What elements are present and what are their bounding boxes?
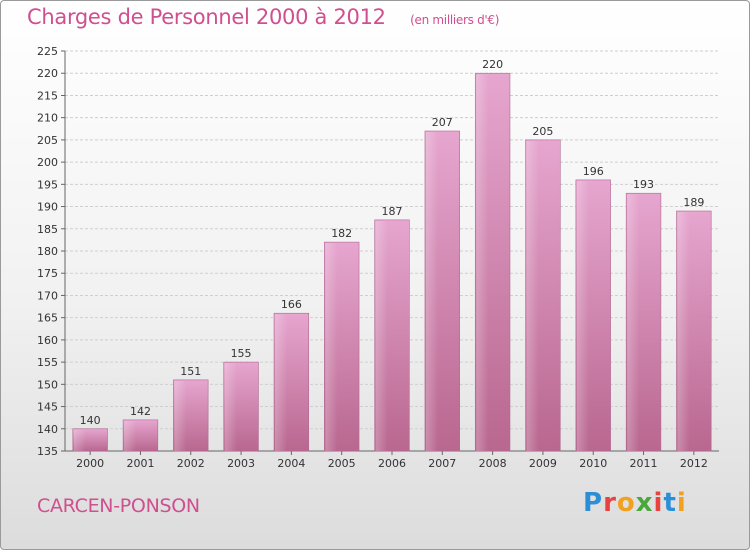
- y-tick-label: 200: [37, 156, 58, 169]
- y-tick-label: 175: [37, 267, 58, 280]
- logo-letter: t: [663, 488, 677, 518]
- bar-value-label: 155: [231, 347, 252, 360]
- bars: [72, 72, 712, 452]
- y-tick-label: 195: [37, 178, 58, 191]
- bar-value-label: 142: [130, 405, 151, 418]
- proxiti-logo: Proxiti: [583, 488, 687, 518]
- x-tick-label: 2001: [126, 457, 154, 470]
- y-tick-label: 150: [37, 378, 58, 391]
- x-tick-label: 2007: [428, 457, 456, 470]
- logo-letter: r: [603, 488, 617, 518]
- bar-highlight: [526, 140, 539, 451]
- x-tick-label: 2009: [529, 457, 557, 470]
- bar-value-label: 189: [683, 196, 704, 209]
- bar-value-label: 207: [432, 116, 453, 129]
- x-tick-label: 2010: [579, 457, 607, 470]
- logo-letter: P: [583, 488, 604, 518]
- y-tick-label: 205: [37, 134, 58, 147]
- bar-value-label: 151: [180, 365, 201, 378]
- bar-highlight: [677, 212, 690, 451]
- x-tick-label: 2008: [479, 457, 507, 470]
- bar-highlight: [224, 363, 237, 451]
- x-tick-label: 2003: [227, 457, 255, 470]
- commune-name: CARCEN-PONSON: [37, 495, 200, 517]
- bar-highlight: [576, 180, 590, 451]
- bar-value-label: 220: [482, 58, 503, 71]
- logo-letter: i: [653, 488, 664, 518]
- y-tick-label: 160: [37, 334, 58, 347]
- logo-letter: o: [616, 488, 636, 518]
- bar-value-label: 140: [80, 414, 101, 427]
- y-tick-label: 185: [37, 223, 58, 236]
- bar-highlight: [476, 74, 489, 451]
- bar-value-label: 196: [583, 165, 604, 178]
- x-tick-label: 2006: [378, 457, 406, 470]
- y-tick-label: 155: [37, 356, 58, 369]
- y-tick-label: 180: [37, 245, 58, 258]
- bar-highlight: [275, 314, 288, 451]
- chart-title: Charges de Personnel 2000 à 2012 (en mil…: [27, 5, 499, 29]
- x-tick-label: 2005: [328, 457, 356, 470]
- y-tick-label: 135: [37, 445, 58, 458]
- x-tick-label: 2004: [277, 457, 305, 470]
- bar-highlight: [174, 380, 187, 451]
- bar-value-label: 193: [633, 178, 654, 191]
- chart-title-text: Charges de Personnel 2000 à 2012: [27, 5, 386, 29]
- bar-highlight: [325, 243, 338, 451]
- bar-highlight: [124, 420, 137, 451]
- bar-highlight: [425, 132, 439, 451]
- bar-highlight: [627, 194, 640, 451]
- y-tick-label: 170: [37, 289, 58, 302]
- logo-letter: x: [635, 488, 654, 518]
- y-tick-label: 215: [37, 89, 58, 102]
- x-tick-label: 2000: [76, 457, 104, 470]
- x-tick-label: 2011: [630, 457, 658, 470]
- y-tick-label: 190: [37, 201, 58, 214]
- bar-value-label: 187: [382, 205, 403, 218]
- x-tick-label: 2002: [177, 457, 205, 470]
- bar-value-label: 182: [331, 227, 352, 240]
- y-tick-label: 140: [37, 423, 58, 436]
- bar-highlight: [73, 429, 86, 451]
- y-tick-label: 165: [37, 312, 58, 325]
- bar-value-label: 205: [532, 125, 553, 138]
- x-tick-label: 2012: [680, 457, 708, 470]
- bar-value-label: 166: [281, 298, 302, 311]
- chart-unit-label: (en milliers d'€): [410, 13, 500, 27]
- y-tick-label: 220: [37, 67, 58, 80]
- logo-letter: i: [676, 488, 687, 518]
- y-tick-label: 225: [37, 45, 58, 58]
- y-tick-label: 210: [37, 112, 58, 125]
- y-tick-label: 145: [37, 401, 58, 414]
- labels: 135 140 145 150 155 160 165 170 175 180 185 190 195 2…: [37, 45, 708, 470]
- bar-highlight: [375, 220, 388, 451]
